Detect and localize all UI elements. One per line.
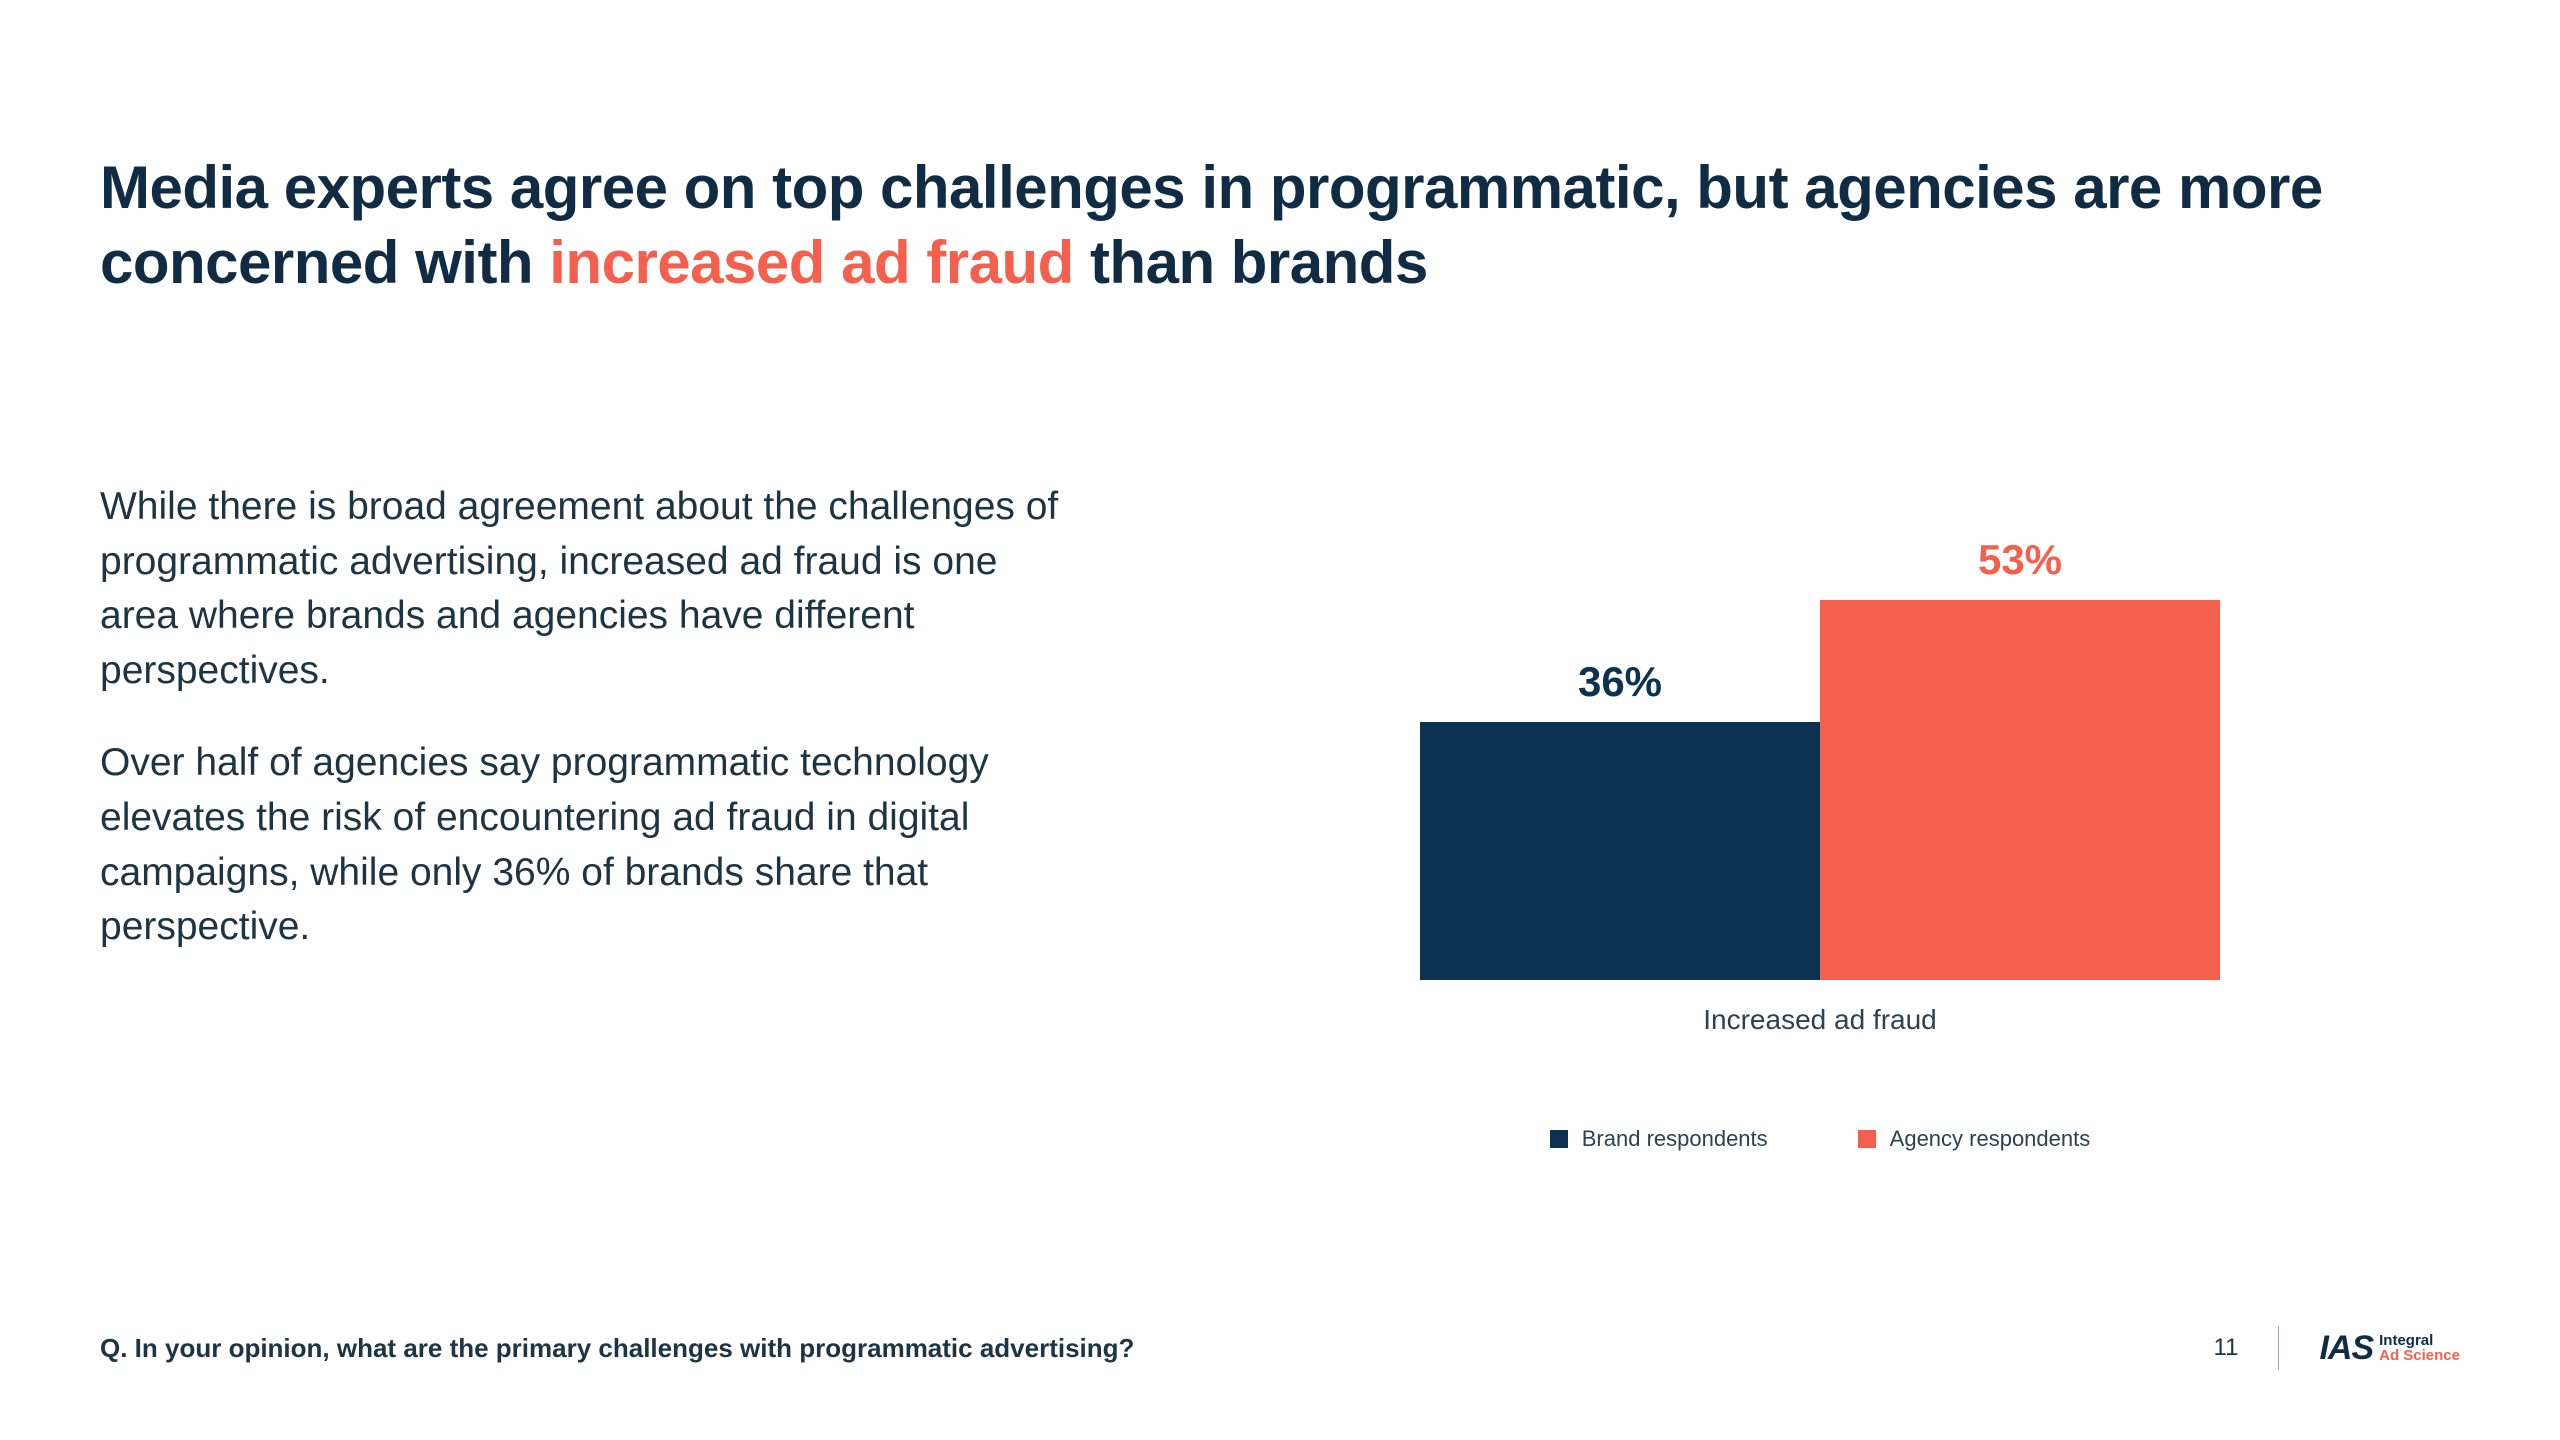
- legend-item-0: Brand respondents: [1550, 1126, 1768, 1152]
- legend-swatch-0: [1550, 1130, 1568, 1148]
- body-paragraph-1: While there is broad agreement about the…: [100, 480, 1060, 698]
- chart-axis-label: Increased ad fraud: [1703, 1004, 1937, 1036]
- slide-title: Media experts agree on top challenges in…: [100, 150, 2400, 300]
- legend-item-1: Agency respondents: [1858, 1126, 2091, 1152]
- footer-right: 11 IAS Integral Ad Science: [2214, 1326, 2460, 1370]
- logo-line2: Ad Science: [2379, 1348, 2460, 1363]
- bar-value-label-1: 53%: [1978, 536, 2062, 584]
- page-number: 11: [2214, 1334, 2239, 1362]
- legend-swatch-1: [1858, 1130, 1876, 1148]
- logo-mark: IAS: [2319, 1329, 2373, 1368]
- bar-group-0: 36%: [1420, 658, 1820, 980]
- slide-footer: Q. In your opinion, what are the primary…: [100, 1326, 2460, 1370]
- body-text-column: While there is broad agreement about the…: [100, 480, 1060, 1152]
- footer-question: Q. In your opinion, what are the primary…: [100, 1333, 1134, 1364]
- bar-0: [1420, 722, 1820, 980]
- bar-1: [1820, 600, 2220, 980]
- chart-column: 36% 53% Increased ad fraud Brand responde…: [1180, 480, 2460, 1152]
- bar-value-label-0: 36%: [1578, 658, 1662, 706]
- title-part2: than brands: [1074, 229, 1428, 296]
- bar-group-1: 53%: [1820, 536, 2220, 980]
- legend-label-0: Brand respondents: [1582, 1126, 1768, 1152]
- footer-divider: [2278, 1326, 2279, 1370]
- bar-chart: 36% 53%: [1370, 480, 2270, 980]
- content-row: While there is broad agreement about the…: [100, 480, 2460, 1152]
- ias-logo: IAS Integral Ad Science: [2319, 1329, 2460, 1368]
- title-highlight: increased ad fraud: [549, 229, 1074, 296]
- chart-legend: Brand respondents Agency respondents: [1550, 1126, 2090, 1152]
- logo-line1: Integral: [2379, 1333, 2460, 1348]
- logo-text: Integral Ad Science: [2379, 1333, 2460, 1363]
- body-paragraph-2: Over half of agencies say programmatic t…: [100, 736, 1060, 954]
- legend-label-1: Agency respondents: [1890, 1126, 2091, 1152]
